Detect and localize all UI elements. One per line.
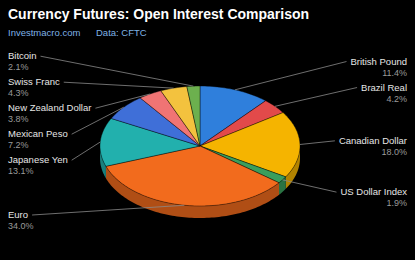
- background: [0, 0, 415, 260]
- slice-label: Japanese Yen: [8, 154, 68, 165]
- slice-label: Swiss Franc: [8, 76, 60, 87]
- leader-line: [72, 142, 101, 160]
- slice-label: Euro: [8, 209, 28, 220]
- leader-line: [283, 180, 337, 192]
- value-label: 4.2%: [386, 94, 407, 104]
- title: Currency Futures: Open Interest Comparis…: [8, 6, 309, 22]
- annotation: Investmacro.com: [8, 27, 80, 38]
- leader-line: [300, 141, 335, 145]
- slice-label: Canadian Dollar: [339, 135, 407, 146]
- chart: Currency Futures: Open Interest Comparis…: [0, 0, 415, 260]
- value-label: 2.1%: [8, 62, 29, 72]
- data-labels: Bitcoin2.1% Swiss Franc4.3% New Zealand Do…: [8, 50, 407, 231]
- slice-label: New Zealand Dollar: [8, 102, 91, 113]
- value-label: 11.4%: [382, 68, 407, 78]
- value-label: 1.9%: [386, 198, 407, 208]
- leader-line: [41, 56, 194, 86]
- slice: [161, 87, 200, 146]
- leader-line: [64, 82, 174, 88]
- slice-label: Mexican Peso: [8, 128, 68, 139]
- annotation: Data: CFTC: [96, 27, 147, 38]
- leader-line: [32, 205, 184, 215]
- slice: [187, 86, 200, 146]
- leader-line: [235, 62, 346, 90]
- value-label: 13.1%: [8, 166, 34, 176]
- slice-label: Bitcoin: [8, 50, 37, 61]
- value-label: 18.0%: [381, 147, 407, 157]
- value-label: 7.2%: [8, 140, 29, 150]
- value-label: 3.8%: [8, 114, 29, 124]
- value-label: 4.3%: [8, 88, 29, 98]
- slice-label: British Pound: [350, 56, 407, 67]
- leader-line: [72, 107, 124, 134]
- slice-label: US Dollar Index: [340, 186, 407, 197]
- leader-line: [275, 88, 357, 107]
- slice-label: Brazil Real: [361, 82, 407, 93]
- leader-line: [95, 94, 150, 108]
- value-label: 34.0%: [8, 221, 34, 231]
- pie: [100, 86, 300, 218]
